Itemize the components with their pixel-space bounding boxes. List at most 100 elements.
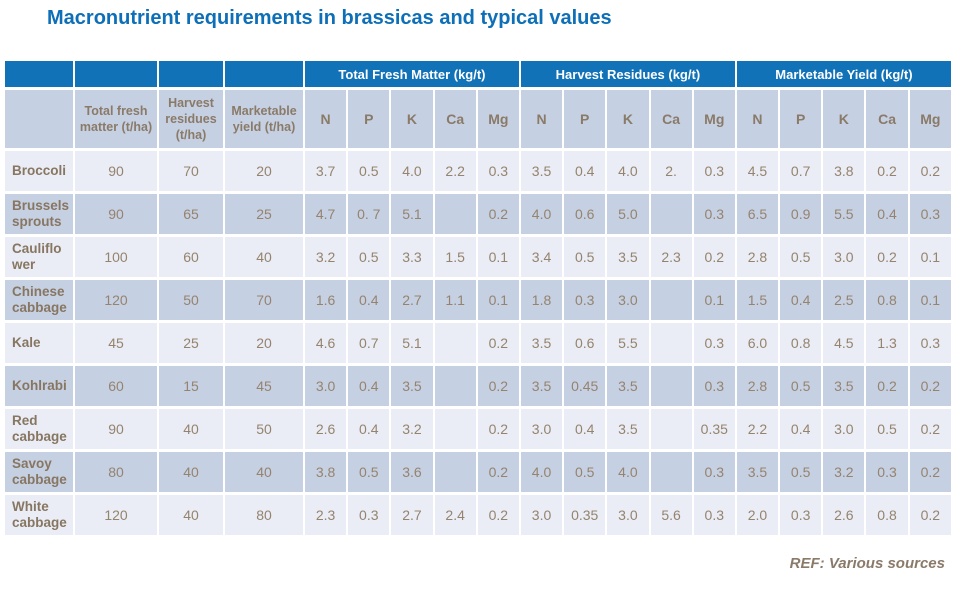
value-cell: 120	[75, 280, 157, 320]
value-cell: 90	[75, 409, 157, 449]
group-header-spacer	[5, 61, 73, 87]
value-cell: 1.3	[866, 323, 908, 363]
value-cell: 40	[159, 495, 223, 535]
value-cell: 1.1	[434, 280, 476, 320]
value-cell: 0.2	[866, 151, 908, 191]
value-cell: 0.3	[348, 495, 390, 535]
value-cell: 5.1	[391, 323, 433, 363]
value-cell: 0.2	[477, 495, 519, 535]
value-cell: 3.5	[607, 409, 649, 449]
value-cell: 2.7	[391, 280, 433, 320]
value-cell: 6.5	[736, 194, 779, 234]
nutrient-column-header: Ca	[866, 90, 908, 148]
value-cell: 2.	[650, 151, 692, 191]
crop-label: Red cabbage	[5, 409, 73, 449]
value-cell: 0.3	[866, 452, 908, 492]
group-header: Marketable Yield (kg/t)	[736, 61, 951, 87]
value-cell: 3.5	[607, 366, 649, 406]
value-cell: 15	[159, 366, 223, 406]
crop-label: Chinese cabbage	[5, 280, 73, 320]
value-cell	[434, 323, 476, 363]
value-cell: 0.5	[564, 452, 606, 492]
value-cell: 0.8	[780, 323, 822, 363]
value-cell: 3.0	[823, 237, 865, 277]
value-cell: 0.2	[477, 452, 519, 492]
value-cell: 2.3	[305, 495, 347, 535]
nutrient-column-header: P	[348, 90, 390, 148]
value-cell: 3.5	[607, 237, 649, 277]
value-cell: 3.2	[823, 452, 865, 492]
value-cell: 0.2	[909, 409, 951, 449]
table-row: Chinese cabbage 120 50 70 1.6 0.4 2.7 1.1 0.1 1.8…	[5, 280, 951, 320]
nutrient-column-header: Mg	[693, 90, 735, 148]
value-cell: 0.45	[564, 366, 606, 406]
value-cell: 70	[159, 151, 223, 191]
value-cell: 0.6	[564, 194, 606, 234]
value-cell: 6.0	[736, 323, 779, 363]
value-cell: 3.5	[520, 366, 563, 406]
value-cell: 5.5	[607, 323, 649, 363]
value-cell: 0.3	[909, 194, 951, 234]
macronutrient-table: Total Fresh Matter (kg/t) Harvest Residue…	[3, 58, 953, 538]
value-cell: 0.5	[348, 452, 390, 492]
table-head: Total Fresh Matter (kg/t) Harvest Residue…	[5, 61, 951, 148]
value-cell: 3.0	[607, 495, 649, 535]
value-cell: 0.3	[693, 194, 735, 234]
value-cell: 1.5	[736, 280, 779, 320]
column-header: Total fresh matter (t/ha)	[75, 90, 157, 148]
nutrient-column-header: K	[391, 90, 433, 148]
table-row: Savoy cabbage 80 40 40 3.8 0.5 3.6 0.2 4.0 0.5 4.0…	[5, 452, 951, 492]
value-cell: 4.5	[823, 323, 865, 363]
group-header-spacer	[225, 61, 303, 87]
value-cell: 0.8	[866, 280, 908, 320]
value-cell: 0.4	[348, 366, 390, 406]
value-cell: 60	[159, 237, 223, 277]
value-cell: 0.5	[564, 237, 606, 277]
value-cell	[434, 452, 476, 492]
value-cell: 0.7	[780, 151, 822, 191]
value-cell: 0.1	[477, 237, 519, 277]
value-cell: 70	[225, 280, 303, 320]
value-cell: 0.9	[780, 194, 822, 234]
value-cell	[650, 452, 692, 492]
value-cell: 4.0	[520, 194, 563, 234]
value-cell: 1.6	[305, 280, 347, 320]
table-row: Kale 45 25 20 4.6 0.7 5.1 0.2 3.5 0.6 5.5 0.3 6.0 0.8…	[5, 323, 951, 363]
value-cell: 2.4	[434, 495, 476, 535]
value-cell: 0.4	[564, 151, 606, 191]
value-cell: 4.0	[520, 452, 563, 492]
crop-label: Broccoli	[5, 151, 73, 191]
value-cell: 0.5	[866, 409, 908, 449]
nutrient-column-header: Mg	[909, 90, 951, 148]
value-cell: 45	[225, 366, 303, 406]
value-cell	[434, 409, 476, 449]
value-cell: 2.2	[736, 409, 779, 449]
table-row: Brussels sprouts 90 65 25 4.7 0. 7 5.1 0.2 4.0 0.…	[5, 194, 951, 234]
value-cell	[434, 366, 476, 406]
value-cell: 3.5	[823, 366, 865, 406]
value-cell: 0. 7	[348, 194, 390, 234]
value-cell: 0.35	[564, 495, 606, 535]
value-cell: 0.2	[477, 194, 519, 234]
value-cell: 2.8	[736, 237, 779, 277]
reference-text: REF: Various sources	[789, 555, 945, 572]
value-cell: 3.4	[520, 237, 563, 277]
nutrient-column-header: P	[564, 90, 606, 148]
value-cell: 0.2	[477, 409, 519, 449]
value-cell: 0.2	[866, 366, 908, 406]
value-cell: 0.1	[477, 280, 519, 320]
nutrient-column-header: K	[823, 90, 865, 148]
value-cell: 0.1	[909, 280, 951, 320]
value-cell: 90	[75, 151, 157, 191]
value-cell: 3.0	[305, 366, 347, 406]
value-cell: 4.0	[607, 452, 649, 492]
value-cell: 0.2	[909, 495, 951, 535]
crop-label: Savoy cabbage	[5, 452, 73, 492]
value-cell: 25	[159, 323, 223, 363]
value-cell: 0.3	[693, 323, 735, 363]
value-cell: 2.6	[823, 495, 865, 535]
table-row: Broccoli 90 70 20 3.7 0.5 4.0 2.2 0.3 3.5 0.4 4.0 2.…	[5, 151, 951, 191]
group-header-spacer	[159, 61, 223, 87]
value-cell: 0.5	[780, 237, 822, 277]
group-header: Total Fresh Matter (kg/t)	[305, 61, 519, 87]
